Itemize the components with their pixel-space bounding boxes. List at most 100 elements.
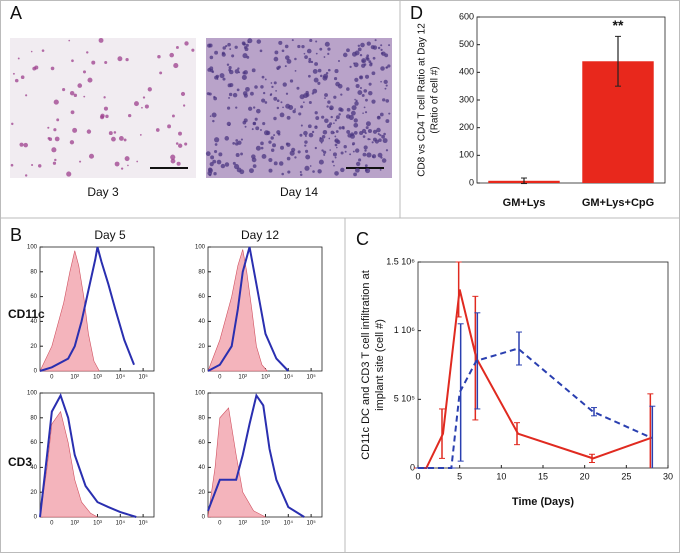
panel-label: D [410,3,423,23]
cell [299,133,303,137]
series-line [418,289,652,469]
cell [297,150,301,154]
cell [315,52,318,55]
cell [136,160,139,163]
cell [353,62,359,68]
cell [334,69,339,74]
cell [247,41,250,44]
cell [220,163,226,169]
cell [72,127,78,133]
cell [351,105,357,111]
cell [147,87,152,92]
x-tick-label: 0 [50,521,54,527]
cell [349,65,352,69]
cell [86,51,89,54]
cell [38,164,42,168]
panel-label: A [10,3,22,23]
cell [69,91,75,96]
cell [296,86,300,90]
cell [14,78,19,83]
cell [371,99,376,104]
y-tick-label: 400 [459,67,474,77]
cell [227,83,232,88]
cell [304,135,307,137]
cell [54,136,60,142]
cell [278,65,281,69]
cell [337,59,341,63]
cell [382,138,388,144]
cell [311,130,315,134]
x-tick-label: 15 [538,471,548,481]
y-tick-label: 20 [198,344,205,350]
cell [305,149,309,153]
y-tick-label: 20 [30,344,37,350]
cell [329,107,333,111]
cell [73,93,78,98]
cell [182,104,186,107]
x-tick-label: GM+Lys+CpG [582,197,654,209]
cell [340,167,345,173]
y-tick-label: 80 [198,415,205,421]
cell [322,73,329,79]
y-tick-label: 100 [195,391,206,397]
cell [114,161,120,167]
cell [141,106,143,109]
cell [388,44,391,47]
cell [170,158,176,164]
stained-line [39,246,135,372]
cell [346,129,351,134]
cell [53,99,59,105]
cell [314,62,319,66]
cell [212,159,217,164]
x-tick-label: 10² [70,375,79,381]
cell [244,125,247,128]
cell [272,143,277,148]
cell [352,143,354,146]
cell [262,122,266,126]
cell [317,68,322,73]
column-label: Day 5 [94,228,126,242]
cell [171,114,175,118]
cell [327,100,331,104]
cell [298,112,302,116]
cell [312,170,315,173]
cell [309,165,312,167]
cell [86,129,92,134]
cell [108,131,113,136]
cell [388,112,391,115]
cell [234,45,238,49]
cell [214,50,219,55]
cell [328,137,331,140]
cell [241,74,247,80]
cell [261,75,265,79]
cell [259,49,263,53]
y-tick-label: 500 [459,39,474,49]
cell [372,45,378,50]
cell [260,129,262,131]
cell [342,52,348,58]
control-area [39,250,100,372]
y-axis-label: (Ratio of cell #) [430,66,441,133]
cell [218,152,223,157]
cell [274,50,279,55]
cell [294,57,297,61]
x-tick-label: 10⁵ [307,520,317,527]
y-tick-label: 1.5 10⁶ [386,256,415,266]
y-tick-label: 60 [198,440,205,446]
cell [270,82,273,84]
x-tick-label: GM+Lys [503,197,546,209]
cell [354,77,359,82]
cell [262,91,266,95]
cell [281,49,285,53]
cell [323,153,326,156]
cell [111,136,116,142]
cell [317,81,321,85]
cell [338,126,342,130]
cell [269,93,272,97]
cell [359,53,363,57]
y-axis-label: CD11c DC and CD3 T cell infiltration at [360,270,372,460]
panel-label: B [10,225,22,245]
x-tick-label: 10⁴ [284,520,294,527]
cell [338,113,341,116]
cell [268,157,273,163]
